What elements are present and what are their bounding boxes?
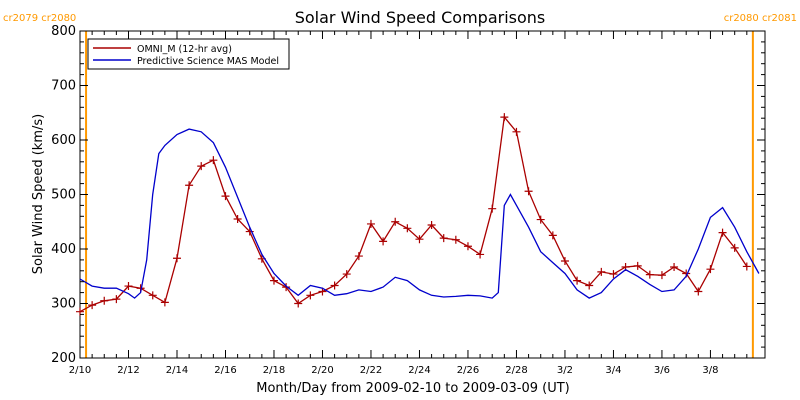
omni-data-point: [172, 254, 181, 263]
legend-label: Predictive Science MAS Model: [137, 56, 279, 67]
omni-data-point: [645, 270, 654, 279]
y-tick-label: 300: [51, 297, 76, 312]
x-tick-label: 2/28: [505, 365, 527, 376]
y-tick-label: 500: [51, 188, 76, 203]
omni-data-point: [560, 256, 569, 265]
omni-data-point: [609, 270, 618, 279]
omni-data-point: [366, 219, 375, 228]
omni-data-point: [536, 215, 545, 224]
omni-data-point: [706, 265, 715, 274]
omni-data-point: [500, 113, 509, 122]
y-axis: 200 300 400 500 600 700 800: [51, 24, 765, 366]
series-layer: [76, 113, 760, 316]
omni-data-point: [573, 276, 582, 285]
carrington-label: cr2080 cr2081: [724, 13, 797, 24]
plot-frame: [79, 30, 766, 359]
omni-data-point: [160, 298, 169, 307]
omni-data-point: [306, 291, 315, 300]
x-tick-label: 2/22: [360, 365, 382, 376]
omni-data-point: [282, 283, 291, 292]
x-tick-label: 3/2: [557, 365, 573, 376]
omni-data-point: [585, 281, 594, 290]
omni-data-point: [209, 156, 218, 165]
omni-data-point: [730, 243, 739, 252]
legend-box: [87, 38, 290, 70]
omni-data-point: [476, 250, 485, 259]
omni-data-point: [354, 252, 363, 261]
omni-data-point: [427, 221, 436, 230]
omni-data-point: [112, 295, 121, 304]
omni-data-point: [233, 215, 242, 224]
omni-data-point: [524, 187, 533, 196]
x-tick-label: 2/14: [166, 365, 188, 376]
x-tick-label: 2/26: [457, 365, 479, 376]
omni-data-point: [100, 296, 109, 305]
omni-data-point: [548, 231, 557, 240]
omni-data-point: [451, 235, 460, 244]
omni-data-point: [124, 282, 133, 291]
omni-data-point: [245, 227, 254, 236]
mas-model-series-line: [79, 128, 760, 299]
omni-data-point: [694, 287, 703, 296]
omni-data-point: [185, 181, 194, 190]
omni-data-point: [512, 127, 521, 136]
omni-data-point: [403, 224, 412, 233]
legend-label: OMNI_M (12-hr avg): [137, 44, 232, 55]
x-axis-label: Month/Day from 2009-02-10 to 2009-03-09 …: [256, 381, 569, 396]
omni-data-point: [463, 242, 472, 251]
carrington-label: cr2079 cr2080: [3, 13, 76, 24]
y-tick-label: 400: [51, 242, 76, 257]
x-tick-label: 3/4: [605, 365, 621, 376]
omni-data-point: [330, 281, 339, 290]
y-tick-label: 600: [51, 133, 76, 148]
y-tick-label: 800: [51, 24, 76, 39]
x-tick-label: 2/12: [117, 365, 139, 376]
omni-data-point: [657, 271, 666, 280]
x-tick-label: 3/8: [702, 365, 718, 376]
omni-data-point: [379, 237, 388, 246]
omni-data-point: [415, 235, 424, 244]
omni-data-point: [391, 217, 400, 226]
x-tick-label: 2/20: [311, 365, 333, 376]
omni-data-point: [439, 234, 448, 243]
omni-data-point: [197, 162, 206, 171]
omni-data-point: [597, 267, 606, 276]
omni-data-point: [88, 301, 97, 310]
omni-data-point: [269, 276, 278, 285]
legend: OMNI_M (12-hr avg)Predictive Science MAS…: [87, 38, 290, 70]
omni-data-point: [742, 262, 751, 271]
x-tick-label: 3/6: [654, 365, 670, 376]
x-tick-label: 2/16: [214, 365, 236, 376]
omni-data-point: [670, 262, 679, 271]
omni-data-point: [148, 291, 157, 300]
y-tick-label: 200: [51, 351, 76, 366]
x-tick-label: 2/10: [69, 365, 91, 376]
x-axis: 2/10 2/12 2/14 2/16 2/18 2/20 2/22 2/24 2/26 2/28…: [69, 31, 748, 376]
y-axis-label: Solar Wind Speed (km/s): [31, 114, 46, 274]
x-tick-label: 2/24: [408, 365, 430, 376]
x-tick-label: 2/18: [263, 365, 285, 376]
omni-data-point: [221, 192, 230, 201]
omni-data-point: [633, 261, 642, 270]
omni-data-point: [342, 270, 351, 279]
omni-data-point: [294, 299, 303, 308]
omni-data-point: [488, 204, 497, 213]
chart-title: Solar Wind Speed Comparisons: [295, 8, 546, 27]
y-tick-label: 700: [51, 79, 76, 94]
omni-data-point: [718, 228, 727, 237]
